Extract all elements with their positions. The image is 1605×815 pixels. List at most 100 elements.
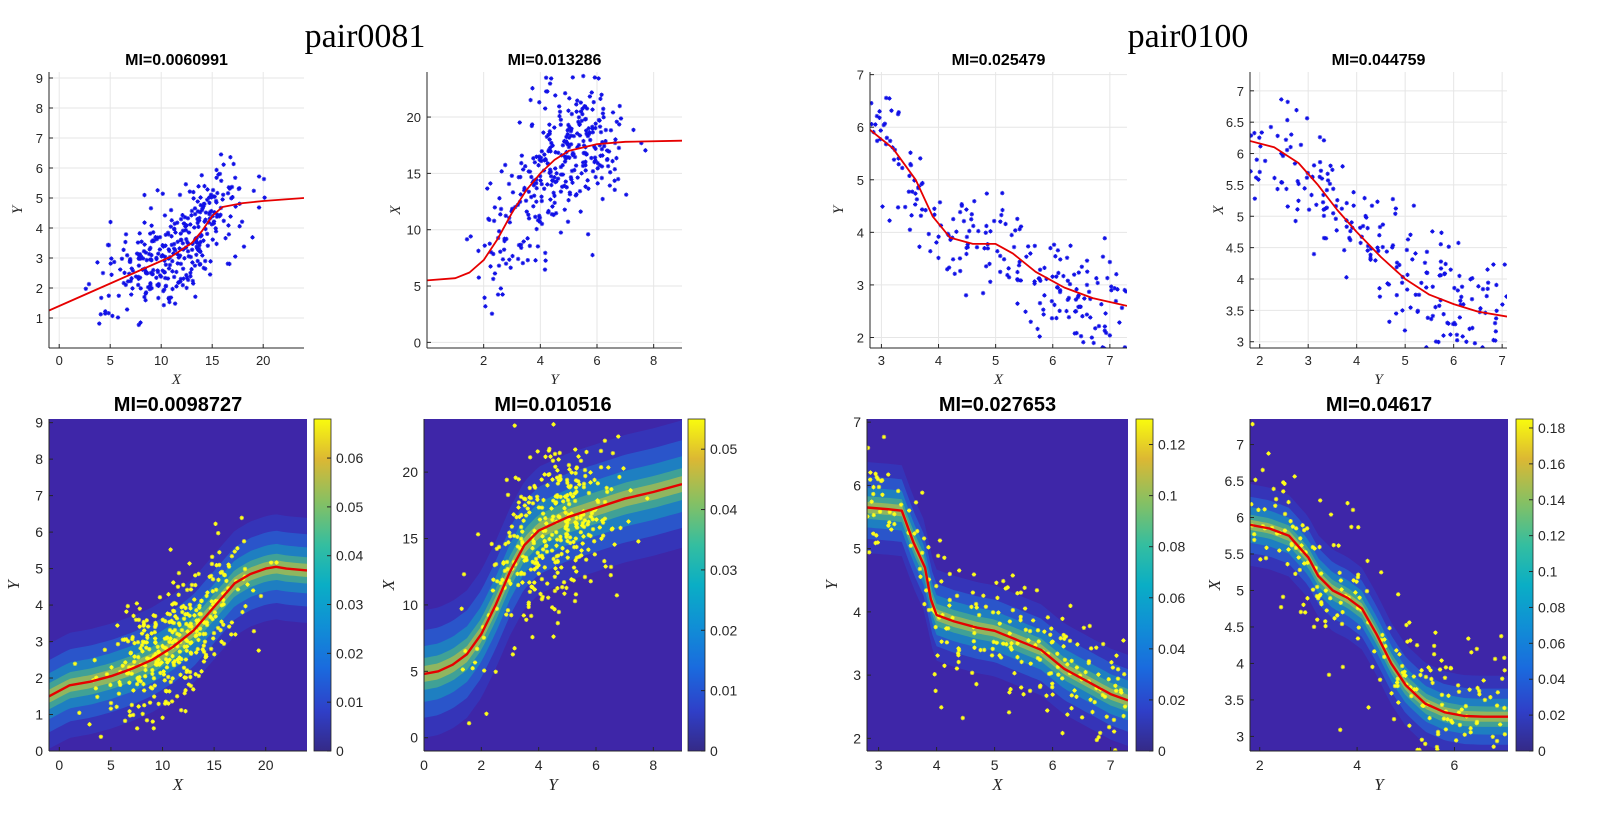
scatter-point bbox=[586, 490, 592, 496]
scatter-point bbox=[194, 608, 199, 613]
scatter-point bbox=[221, 602, 226, 607]
scatter-point bbox=[134, 601, 140, 606]
scatter-point bbox=[585, 232, 591, 237]
scatter-point bbox=[528, 613, 534, 619]
scatter-point bbox=[1491, 744, 1496, 749]
scatter-point bbox=[547, 137, 552, 142]
scatter-point bbox=[558, 534, 563, 540]
scatter-point bbox=[614, 593, 620, 598]
scatter-point bbox=[529, 174, 534, 180]
scatter-point bbox=[551, 212, 556, 218]
colorbar-tick-label: 0.14 bbox=[1538, 492, 1565, 508]
scatter-point bbox=[175, 220, 180, 225]
plot-title: MI=0.025479 bbox=[952, 52, 1046, 69]
scatter-point bbox=[214, 212, 220, 217]
scatter-point bbox=[988, 279, 993, 285]
scatter-point bbox=[1277, 548, 1282, 553]
scatter-point bbox=[604, 485, 609, 491]
scatter-point bbox=[998, 269, 1003, 275]
scatter-point bbox=[522, 558, 527, 563]
scatter-point bbox=[1035, 326, 1040, 332]
scatter-point bbox=[178, 276, 184, 282]
scatter-point bbox=[570, 75, 575, 80]
scatter-point bbox=[196, 184, 201, 189]
scatter-point bbox=[1010, 607, 1016, 613]
p81-bottom-right-chart: 0 2 4 6 805101520YXMI=0.01051600.010.020.030… bbox=[379, 394, 737, 794]
y-tick-label: 10 bbox=[407, 223, 421, 238]
scatter-point bbox=[871, 491, 876, 497]
scatter-point bbox=[1093, 326, 1098, 331]
colorbar-tick-label: 0 bbox=[336, 743, 344, 759]
scatter-point bbox=[569, 111, 575, 117]
scatter-point bbox=[562, 506, 567, 511]
scatter-point bbox=[507, 220, 513, 225]
scatter-point bbox=[573, 470, 578, 476]
scatter-point bbox=[1351, 190, 1356, 195]
scatter-point bbox=[574, 555, 580, 560]
scatter-point bbox=[573, 478, 579, 483]
scatter-point bbox=[1468, 277, 1473, 282]
scatter-point bbox=[1095, 280, 1100, 286]
scatter-point bbox=[534, 199, 539, 204]
scatter-point bbox=[498, 580, 503, 586]
scatter-point bbox=[971, 223, 976, 229]
scatter-point bbox=[1294, 107, 1299, 113]
y-tick-label: 4 bbox=[1236, 655, 1244, 671]
scatter-point bbox=[1017, 226, 1022, 232]
scatter-point bbox=[151, 694, 157, 699]
scatter-point bbox=[550, 143, 555, 148]
scatter-point bbox=[1331, 211, 1336, 216]
scatter-point bbox=[600, 153, 605, 158]
scatter-point bbox=[163, 699, 169, 704]
scatter-point bbox=[1435, 732, 1441, 737]
scatter-point bbox=[1338, 600, 1343, 605]
scatter-point bbox=[186, 241, 191, 247]
scatter-point bbox=[1382, 654, 1387, 660]
scatter-point bbox=[1365, 558, 1370, 564]
scatter-point bbox=[197, 631, 202, 637]
scatter-point bbox=[555, 585, 560, 591]
scatter-point bbox=[1443, 727, 1449, 732]
scatter-point bbox=[602, 558, 607, 564]
scatter-point bbox=[867, 550, 872, 555]
scatter-point bbox=[145, 624, 151, 629]
scatter-point bbox=[546, 448, 552, 453]
scatter-point bbox=[193, 634, 198, 639]
scatter-point bbox=[939, 705, 944, 710]
scatter-point bbox=[191, 281, 196, 286]
scatter-point bbox=[162, 213, 168, 218]
scatter-point bbox=[539, 149, 545, 154]
scatter-point bbox=[192, 206, 198, 211]
scatter-point bbox=[1317, 174, 1322, 180]
scatter-point bbox=[1301, 527, 1307, 533]
y-tick-label: 6 bbox=[36, 161, 43, 176]
scatter-point bbox=[1008, 645, 1013, 650]
scatter-point bbox=[980, 290, 986, 296]
scatter-point bbox=[1017, 259, 1022, 265]
y-tick-label: 5 bbox=[1236, 582, 1244, 598]
scatter-point bbox=[195, 240, 200, 246]
scatter-point bbox=[503, 162, 508, 168]
scatter-point bbox=[199, 232, 204, 238]
scatter-point bbox=[1075, 642, 1080, 647]
scatter-point bbox=[563, 525, 568, 531]
scatter-point bbox=[160, 268, 165, 273]
scatter-point bbox=[593, 146, 598, 151]
scatter-point bbox=[1394, 648, 1399, 653]
scatter-point bbox=[555, 620, 561, 626]
scatter-point bbox=[235, 546, 240, 551]
scatter-point bbox=[537, 517, 543, 522]
scatter-point bbox=[531, 156, 536, 161]
scatter-point bbox=[1363, 213, 1368, 219]
scatter-point bbox=[577, 554, 582, 559]
scatter-point bbox=[195, 199, 200, 204]
scatter-point bbox=[108, 261, 113, 266]
scatter-point bbox=[1288, 518, 1293, 524]
scatter-point bbox=[994, 640, 999, 645]
y-tick-label: 3.5 bbox=[1226, 303, 1244, 318]
scatter-point bbox=[1250, 133, 1254, 138]
scatter-point bbox=[199, 669, 204, 674]
scatter-point bbox=[1384, 249, 1390, 254]
scatter-point bbox=[612, 542, 617, 547]
scatter-point bbox=[489, 311, 495, 316]
